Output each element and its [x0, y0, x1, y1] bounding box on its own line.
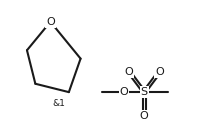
Text: O: O [140, 111, 149, 121]
Text: S: S [141, 87, 148, 97]
Text: O: O [120, 87, 129, 97]
Text: O: O [46, 17, 55, 27]
Text: &1: &1 [52, 99, 65, 108]
Text: O: O [155, 67, 164, 77]
Text: O: O [125, 67, 133, 77]
